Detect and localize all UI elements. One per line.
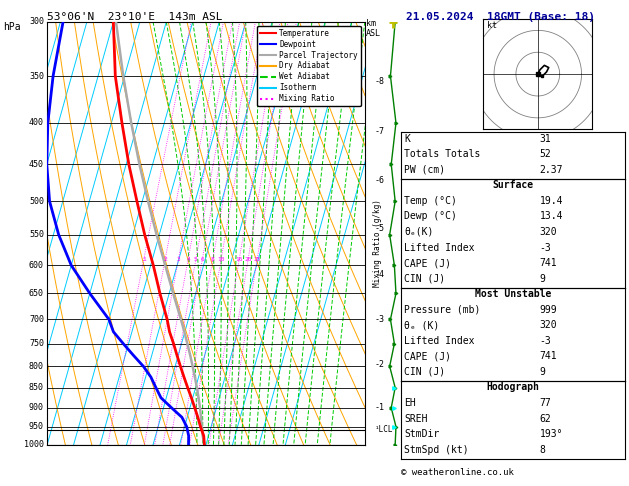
Text: 5: 5 bbox=[194, 257, 198, 262]
Text: 13.4: 13.4 bbox=[540, 211, 563, 222]
Text: 53°06'N  23°10'E  143m ASL: 53°06'N 23°10'E 143m ASL bbox=[47, 12, 223, 22]
Text: K: K bbox=[404, 134, 410, 144]
Text: 9: 9 bbox=[540, 274, 545, 284]
Text: -3: -3 bbox=[374, 315, 384, 325]
Text: Surface: Surface bbox=[493, 180, 533, 191]
Text: -3: -3 bbox=[540, 336, 552, 346]
Text: θₑ(K): θₑ(K) bbox=[404, 227, 434, 237]
Text: Totals Totals: Totals Totals bbox=[404, 149, 481, 159]
Text: StmDir: StmDir bbox=[404, 429, 440, 439]
Text: 741: 741 bbox=[540, 258, 557, 268]
Text: 850: 850 bbox=[29, 383, 44, 392]
Text: 741: 741 bbox=[540, 351, 557, 362]
Text: 4: 4 bbox=[186, 257, 190, 262]
Text: CAPE (J): CAPE (J) bbox=[404, 351, 452, 362]
Text: -2: -2 bbox=[374, 360, 384, 368]
Text: -6: -6 bbox=[374, 176, 384, 185]
Text: Temp (°C): Temp (°C) bbox=[404, 196, 457, 206]
Text: 320: 320 bbox=[540, 320, 557, 330]
Text: © weatheronline.co.uk: © weatheronline.co.uk bbox=[401, 468, 514, 477]
Text: SREH: SREH bbox=[404, 414, 428, 424]
Text: 350: 350 bbox=[29, 71, 44, 81]
Text: 20: 20 bbox=[244, 257, 252, 262]
Text: EH: EH bbox=[404, 398, 416, 408]
Text: StmSpd (kt): StmSpd (kt) bbox=[404, 445, 469, 455]
Text: Pressure (mb): Pressure (mb) bbox=[404, 305, 481, 315]
Text: km: km bbox=[366, 19, 376, 29]
Text: CAPE (J): CAPE (J) bbox=[404, 258, 452, 268]
Text: -4: -4 bbox=[374, 270, 384, 279]
Text: 3: 3 bbox=[177, 257, 181, 262]
Text: -5: -5 bbox=[374, 224, 384, 233]
Text: 21.05.2024  18GMT (Base: 18): 21.05.2024 18GMT (Base: 18) bbox=[406, 12, 594, 22]
Text: 650: 650 bbox=[29, 289, 44, 298]
Text: 600: 600 bbox=[29, 261, 44, 270]
Text: Lifted Index: Lifted Index bbox=[404, 336, 475, 346]
Text: ASL: ASL bbox=[366, 29, 381, 38]
Text: ¹LCL: ¹LCL bbox=[374, 425, 392, 434]
Text: 19.4: 19.4 bbox=[540, 196, 563, 206]
Text: Most Unstable: Most Unstable bbox=[475, 289, 551, 299]
Text: θₑ (K): θₑ (K) bbox=[404, 320, 440, 330]
Text: 8: 8 bbox=[540, 445, 545, 455]
Text: 31: 31 bbox=[540, 134, 552, 144]
Text: 193°: 193° bbox=[540, 429, 563, 439]
Text: Dewp (°C): Dewp (°C) bbox=[404, 211, 457, 222]
Text: 6: 6 bbox=[201, 257, 204, 262]
Text: 800: 800 bbox=[29, 362, 44, 371]
Text: CIN (J): CIN (J) bbox=[404, 274, 445, 284]
Text: 450: 450 bbox=[29, 160, 44, 169]
Text: Mixing Ratio (g/kg): Mixing Ratio (g/kg) bbox=[373, 199, 382, 287]
Text: 750: 750 bbox=[29, 339, 44, 348]
Text: 400: 400 bbox=[29, 119, 44, 127]
Text: 10: 10 bbox=[218, 257, 225, 262]
Text: 8: 8 bbox=[211, 257, 214, 262]
Text: 500: 500 bbox=[29, 197, 44, 206]
Text: -7: -7 bbox=[374, 127, 384, 137]
Text: 2.37: 2.37 bbox=[540, 165, 563, 175]
Text: CIN (J): CIN (J) bbox=[404, 367, 445, 377]
Text: Hodograph: Hodograph bbox=[486, 382, 540, 393]
Text: hPa: hPa bbox=[3, 22, 21, 32]
Text: 62: 62 bbox=[540, 414, 552, 424]
Text: 900: 900 bbox=[29, 403, 44, 412]
Text: 700: 700 bbox=[29, 315, 44, 324]
Text: -3: -3 bbox=[540, 243, 552, 253]
Text: -8: -8 bbox=[374, 77, 384, 87]
Text: 77: 77 bbox=[540, 398, 552, 408]
Text: 950: 950 bbox=[29, 422, 44, 431]
Text: 9: 9 bbox=[540, 367, 545, 377]
Text: 300: 300 bbox=[29, 17, 44, 26]
Text: Lifted Index: Lifted Index bbox=[404, 243, 475, 253]
Text: 999: 999 bbox=[540, 305, 557, 315]
Text: kt: kt bbox=[487, 21, 498, 30]
Text: 16: 16 bbox=[235, 257, 243, 262]
Text: 25: 25 bbox=[253, 257, 261, 262]
Text: 320: 320 bbox=[540, 227, 557, 237]
Text: PW (cm): PW (cm) bbox=[404, 165, 445, 175]
Text: 52: 52 bbox=[540, 149, 552, 159]
Text: 1: 1 bbox=[142, 257, 145, 262]
Text: 550: 550 bbox=[29, 230, 44, 239]
Text: -1: -1 bbox=[374, 403, 384, 412]
Legend: Temperature, Dewpoint, Parcel Trajectory, Dry Adiabat, Wet Adiabat, Isotherm, Mi: Temperature, Dewpoint, Parcel Trajectory… bbox=[257, 26, 361, 106]
Text: 1000: 1000 bbox=[24, 440, 44, 449]
Text: 2: 2 bbox=[164, 257, 167, 262]
